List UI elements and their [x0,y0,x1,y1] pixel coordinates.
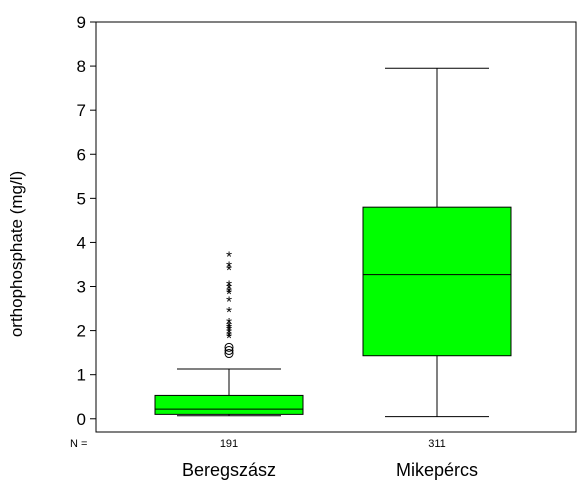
category-label: Beregszász [182,460,276,480]
extreme-point: * [226,277,232,294]
n-count-label: N = [70,438,87,450]
y-tick-label: 2 [77,322,86,341]
n-count-value: 191 [220,438,238,450]
y-tick-label: 8 [77,57,86,76]
iqr-box [154,394,304,415]
y-tick-label: 3 [77,278,86,297]
n-count-value: 311 [428,438,446,450]
category-label: Mikepércs [396,460,478,480]
extreme-point: * [226,325,232,342]
extreme-point: * [226,294,232,311]
extreme-point: * [226,315,232,332]
outlier-point [224,349,234,359]
outlier-point [224,342,234,352]
y-tick-label: 0 [77,410,86,429]
y-tick-label: 6 [77,145,86,164]
extreme-point: * [226,321,232,338]
outlier-point [224,345,234,355]
iqr-box [362,206,512,357]
extreme-point: * [226,304,232,321]
y-tick-label: 1 [77,366,86,385]
extreme-point: * [226,330,232,347]
y-axis-title: orthophosphate (mg/l) [7,171,26,337]
extreme-point: * [226,258,232,275]
y-tick-label: 9 [77,13,86,32]
extreme-point: * [226,286,232,303]
axes-layer: 0 1 2 3 4 5 6 7 8 9 [77,13,577,433]
box-group: 311 Mikepércs [362,67,512,480]
extreme-point: * [226,318,232,335]
y-tick-label: 7 [77,101,86,120]
y-tick-label: 5 [77,189,86,208]
plot-frame [95,21,577,433]
extreme-point: * [226,323,232,340]
extreme-point: * [226,249,232,266]
boxes-layer: ****************191Beregszász311Mikepérc… [154,67,512,480]
y-tick-label: 4 [77,233,86,252]
extreme-point: * [226,284,232,301]
extreme-point: * [226,262,232,279]
extreme-point: * [226,280,232,297]
extreme-point: * [226,328,232,345]
